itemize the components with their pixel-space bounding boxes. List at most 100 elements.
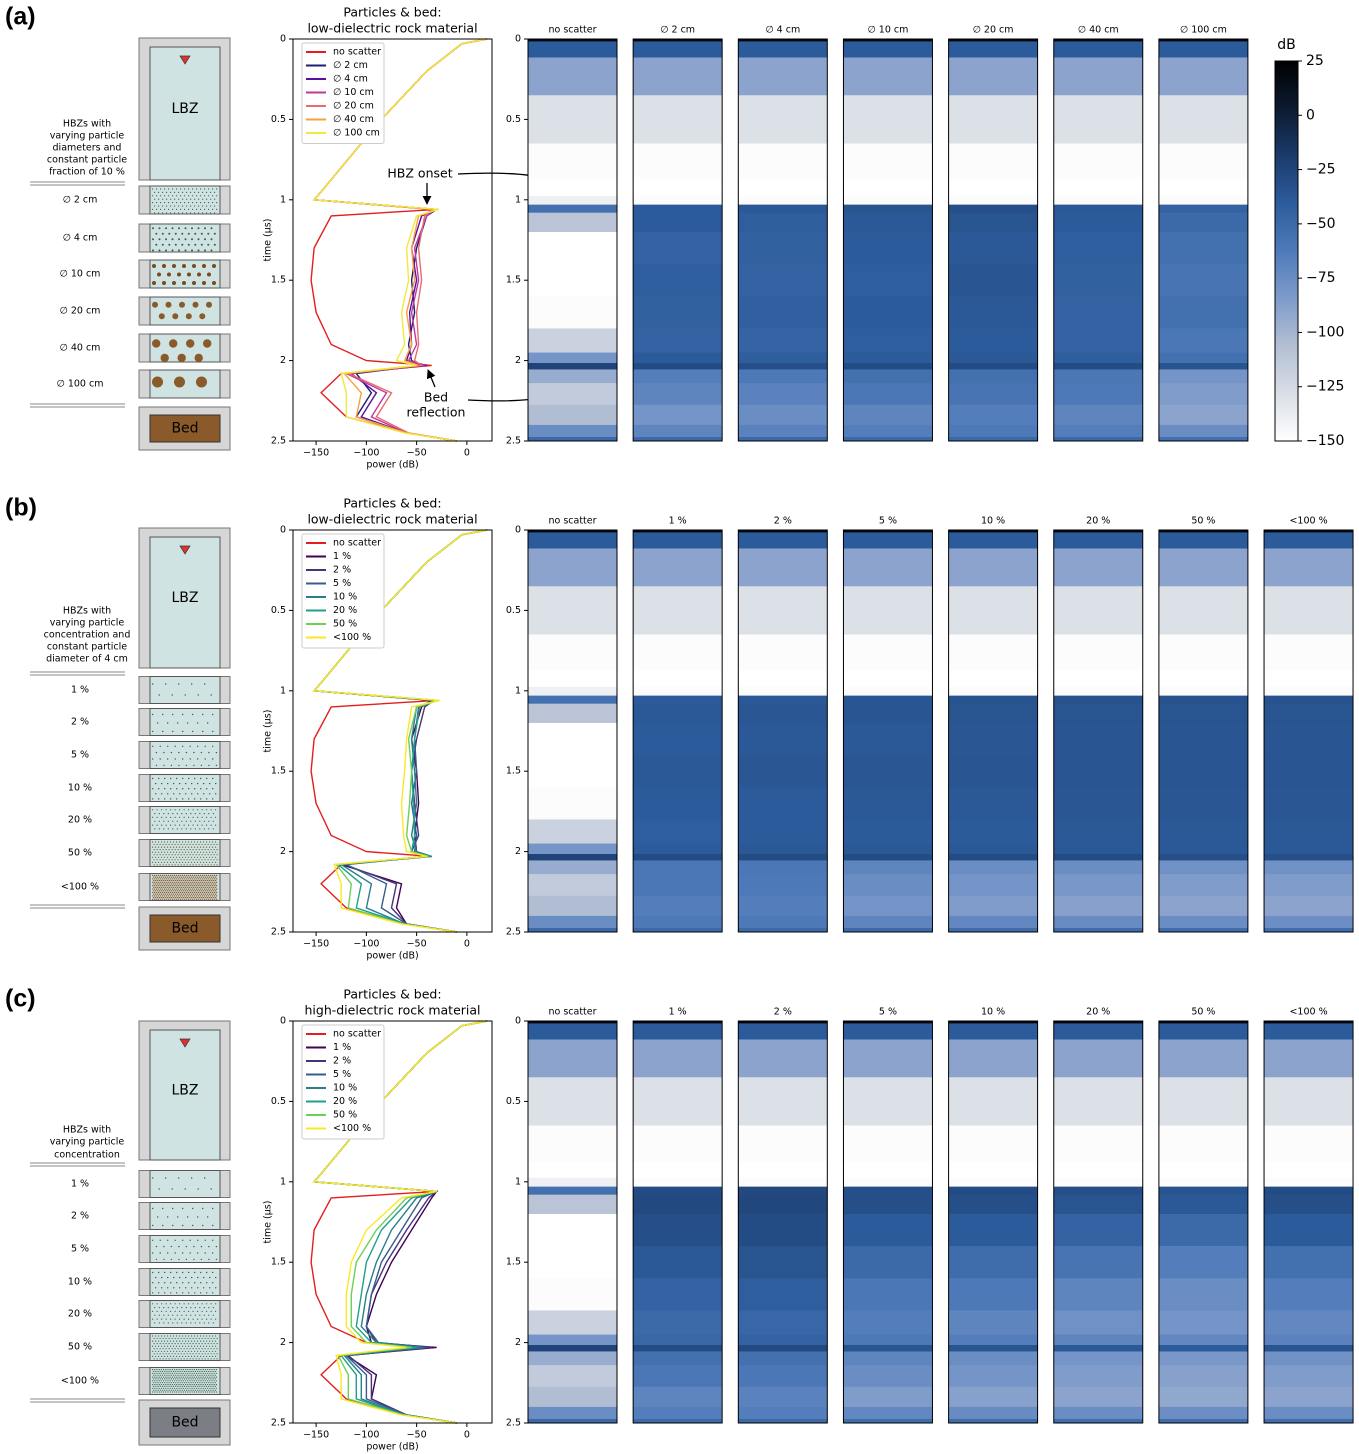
particle [163, 1343, 164, 1344]
particle [201, 1246, 202, 1247]
particle [212, 731, 213, 732]
particle [190, 1307, 191, 1308]
particle [198, 199, 199, 200]
particle [158, 1378, 159, 1379]
particle [173, 883, 174, 884]
particle [170, 841, 171, 842]
particle [152, 209, 153, 210]
trace-band [633, 232, 722, 265]
particle [182, 1356, 183, 1357]
column-title: 1 % [669, 1007, 687, 1018]
particle [208, 885, 209, 886]
particle [200, 195, 201, 196]
particle [157, 273, 161, 277]
particle [208, 1259, 209, 1260]
particle [192, 188, 193, 189]
particle [153, 880, 154, 881]
particle [164, 878, 165, 879]
particle [156, 878, 157, 879]
particle [178, 854, 179, 855]
particle [188, 233, 190, 235]
particle [202, 859, 203, 860]
particle [160, 849, 161, 850]
particle [204, 895, 205, 896]
particle [207, 877, 208, 878]
particle [181, 890, 182, 891]
particle [196, 1343, 197, 1344]
legend-label: <100 % [333, 1123, 371, 1134]
trace-band [633, 296, 722, 329]
particle [184, 209, 185, 210]
particle [178, 752, 179, 753]
particle [168, 209, 169, 210]
particle [214, 892, 215, 893]
trace-band [633, 383, 722, 405]
particle [193, 897, 194, 898]
legend-label: no scatter [333, 1029, 381, 1040]
particle [162, 281, 166, 285]
particle [214, 1353, 215, 1354]
trace-band [1054, 916, 1143, 929]
particle [178, 849, 179, 850]
particle [184, 1390, 185, 1391]
particle [172, 281, 176, 285]
trace-band [1264, 844, 1353, 855]
particle [155, 1287, 156, 1288]
particle [215, 862, 216, 863]
particle [180, 1386, 181, 1387]
particle [211, 864, 212, 865]
particle [152, 841, 153, 842]
y-axis-label: time (µs) [263, 1201, 274, 1244]
particle [215, 1341, 216, 1342]
particle [209, 847, 210, 848]
trace-band [738, 1023, 827, 1040]
particle [181, 1377, 182, 1378]
trace-band [949, 1126, 1038, 1163]
particle [178, 1246, 179, 1247]
particle [159, 1315, 160, 1316]
particle [191, 887, 192, 888]
layer-fill [150, 1171, 220, 1198]
layer-label: ∅ 100 cm [57, 379, 104, 390]
particle [206, 875, 207, 876]
particle [166, 205, 167, 206]
trace-band [949, 532, 1038, 549]
particle [209, 1377, 210, 1378]
particle [167, 1252, 168, 1253]
trace-band [1264, 1365, 1353, 1387]
particle [159, 1377, 160, 1378]
particle [156, 1373, 157, 1374]
particle [199, 1386, 200, 1387]
particle [191, 249, 193, 251]
trace-band [843, 723, 932, 756]
particle [162, 1378, 163, 1379]
particle [212, 882, 213, 883]
particle [193, 1382, 194, 1383]
particle [173, 783, 174, 784]
particle [188, 857, 189, 858]
particle [176, 899, 177, 900]
legend-label: ∅ 4 cm [333, 74, 368, 85]
particle [200, 209, 201, 210]
trace-band [1159, 548, 1248, 586]
trace-band [1264, 819, 1353, 844]
particle [167, 847, 168, 848]
particle [202, 844, 203, 845]
trace-band [1264, 1195, 1353, 1215]
particle [188, 1346, 189, 1347]
trace-band [633, 844, 722, 855]
particle [157, 859, 158, 860]
particle [216, 875, 217, 876]
particle [208, 1358, 209, 1359]
particle [186, 1322, 187, 1323]
particle [152, 1282, 153, 1283]
trace-band [1159, 1077, 1248, 1126]
trace-band [843, 1387, 932, 1408]
trace-band [633, 787, 722, 820]
trace-band [949, 916, 1038, 929]
particle [173, 1346, 174, 1347]
particle [214, 899, 215, 900]
particle [214, 844, 215, 845]
trace-band [1054, 1246, 1143, 1279]
particle [176, 847, 177, 848]
